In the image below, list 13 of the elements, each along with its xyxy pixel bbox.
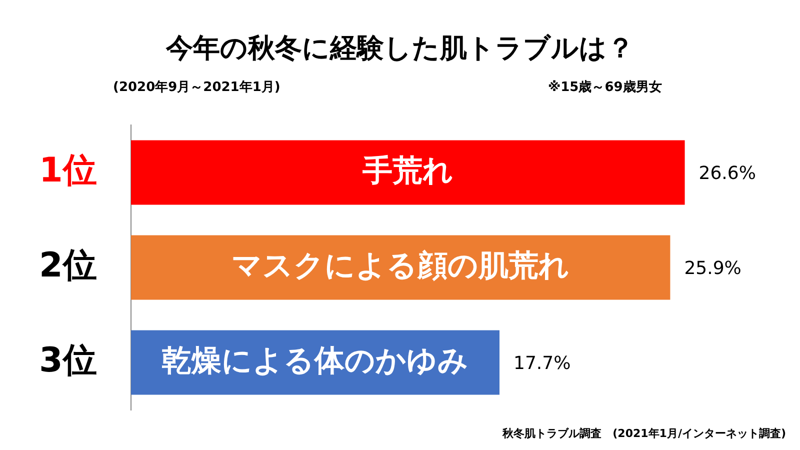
- chart-title: 今年の秋冬に経験した肌トラブルは？: [164, 32, 635, 66]
- text: 1位: [39, 150, 97, 190]
- chart-subtitle: (2020年9月～2021年1月): [113, 79, 280, 96]
- y-tick-label: 乾燥による体のかゆみ: [162, 343, 469, 378]
- data-label: 17.7%: [513, 353, 571, 374]
- data-label: 26.6%: [698, 163, 756, 184]
- text: 秋冬肌トラブル調査 (2021年1月/インターネット調査): [502, 426, 786, 441]
- text: 2位: [39, 245, 97, 286]
- y-tick-label: 手荒れ: [361, 153, 454, 188]
- text: ※15歳～69歳男女: [548, 79, 662, 96]
- data-label: 25.9%: [684, 258, 742, 280]
- text: 3位: [39, 340, 97, 380]
- y-tick-label: マスクによる顔の肌荒れ: [232, 248, 570, 284]
